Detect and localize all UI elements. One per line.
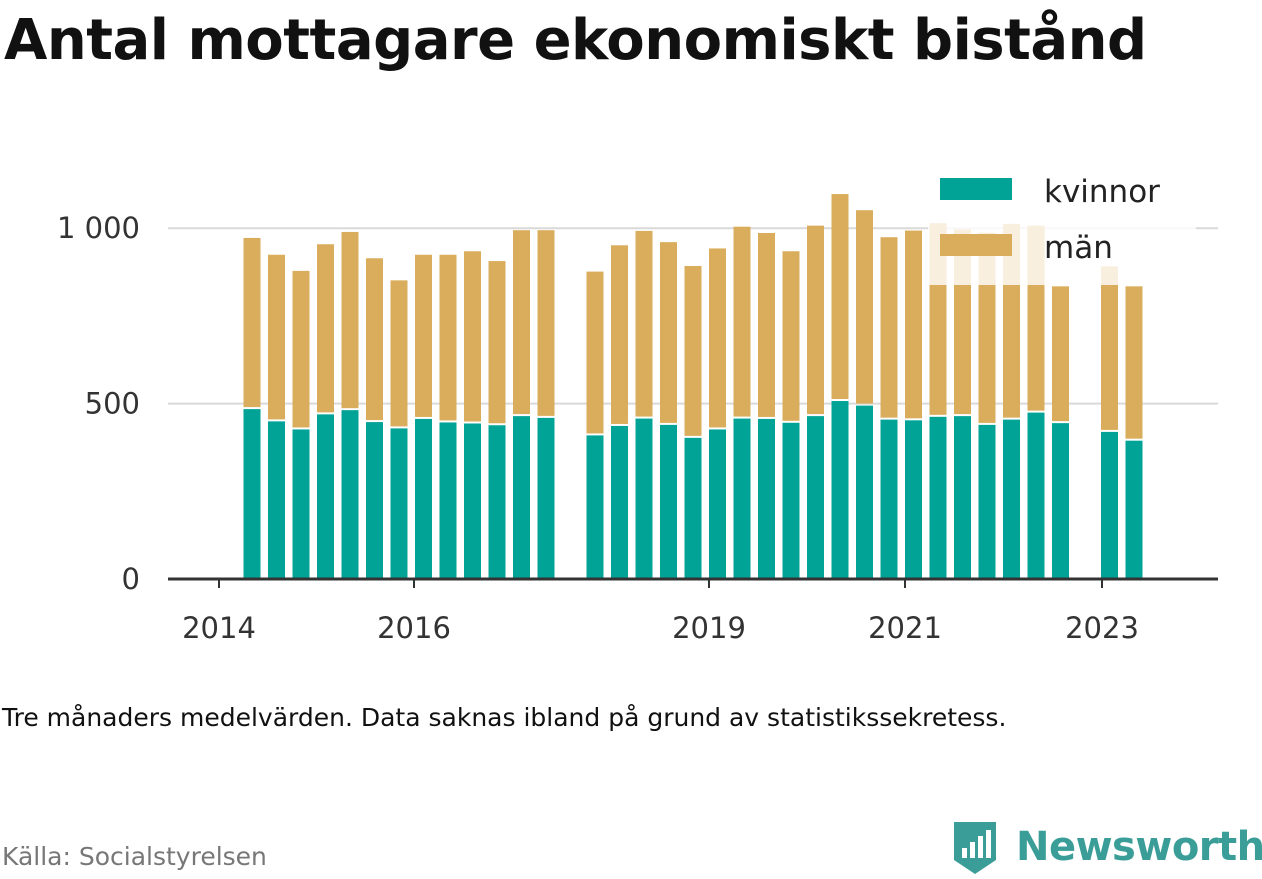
bar-kvinnor (1052, 423, 1069, 579)
bar-kvinnor (268, 421, 285, 579)
bar-kvinnor (439, 422, 457, 579)
bar-kvinnor (488, 425, 506, 579)
chart-title: Antal mottagare ekonomiskt bistånd (4, 8, 1147, 73)
x-tick-label: 2014 (182, 611, 256, 645)
bar-man (856, 210, 873, 404)
bar-kvinnor (758, 418, 775, 579)
y-tick-label: 500 (85, 387, 140, 421)
bar-man (1052, 286, 1069, 422)
x-tick-label: 2023 (1065, 611, 1139, 645)
x-tick-label: 2019 (672, 611, 746, 645)
axes: 0 500 1 000 2014 2016 2019 2021 2023 (57, 211, 1218, 645)
bars (243, 194, 1143, 579)
x-tick-label: 2021 (868, 611, 942, 645)
bar-kvinnor (807, 416, 824, 579)
bar-man (513, 230, 530, 415)
bar-kvinnor (464, 423, 481, 579)
bar-kvinnor (635, 418, 653, 579)
y-tick-label: 1 000 (57, 211, 140, 245)
legend-label-kvinnor: kvinnor (1044, 174, 1160, 210)
bar-kvinnor (341, 410, 359, 579)
bar-kvinnor (929, 416, 947, 579)
bar-man (586, 271, 604, 434)
bar-man (366, 258, 383, 421)
bar-man (880, 237, 898, 418)
bar-kvinnor (856, 405, 873, 579)
bar-kvinnor (1003, 419, 1020, 579)
bar-man (831, 194, 849, 400)
bar-kvinnor (1101, 431, 1118, 579)
bar-kvinnor (1027, 412, 1045, 579)
bar-kvinnor (537, 417, 555, 579)
source-label: Källa: Socialstyrelsen (2, 842, 267, 871)
bar-kvinnor (880, 419, 898, 579)
bar-kvinnor (1125, 440, 1143, 579)
brand-name: Newsworthy (1016, 824, 1262, 870)
bar-kvinnor (390, 428, 408, 579)
bar-kvinnor (317, 414, 334, 579)
bar-kvinnor (586, 435, 604, 579)
bar-kvinnor (709, 429, 726, 579)
bar-man (243, 237, 261, 408)
x-tick-label: 2016 (377, 611, 451, 645)
chart-note: Tre månaders medelvärden. Data saknas ib… (2, 703, 1007, 732)
bar-kvinnor (905, 420, 922, 579)
bar-man (317, 244, 334, 413)
bar-kvinnor (831, 401, 849, 579)
legend-label-man: män (1044, 230, 1113, 266)
bar-man (709, 248, 726, 428)
legend: kvinnor män (928, 163, 1196, 285)
bar-kvinnor (978, 424, 996, 579)
bar-man (390, 280, 408, 427)
bar-man (807, 225, 824, 415)
bar-kvinnor (292, 429, 310, 579)
bar-kvinnor (733, 418, 751, 579)
bar-man (464, 251, 481, 422)
bar-man (439, 254, 457, 421)
bar-kvinnor (366, 422, 383, 579)
bar-kvinnor (513, 416, 530, 579)
bar-man (905, 230, 922, 419)
newsworthy-logo: Newsworthy (950, 818, 1262, 876)
bar-man (415, 254, 432, 417)
bar-man (488, 261, 506, 424)
legend-swatch-kvinnor (940, 178, 1012, 200)
bar-man (733, 226, 751, 417)
bar-man (341, 231, 359, 409)
y-tick-label: 0 (122, 562, 140, 596)
bar-man (611, 245, 628, 424)
bar-man (268, 254, 285, 420)
bar-man (1125, 286, 1143, 439)
bar-kvinnor (415, 418, 432, 579)
bar-man (537, 230, 555, 416)
bar-kvinnor (660, 424, 677, 579)
bar-man (660, 242, 677, 423)
bar-kvinnor (954, 416, 971, 579)
bar-man (782, 251, 800, 421)
bar-man (635, 230, 653, 417)
bar-kvinnor (611, 425, 628, 579)
bar-kvinnor (782, 422, 800, 579)
bar-man (684, 265, 702, 436)
legend-swatch-man (940, 234, 1012, 256)
bar-kvinnor (243, 409, 261, 579)
bar-chart: 0 500 1 000 2014 2016 2019 2021 2023 kvinnor män (56, 163, 1218, 645)
bar-man (758, 233, 775, 417)
bar-man (1101, 266, 1118, 430)
bar-man (292, 270, 310, 428)
newsworthy-logo-icon (954, 822, 996, 874)
bar-kvinnor (684, 437, 702, 579)
